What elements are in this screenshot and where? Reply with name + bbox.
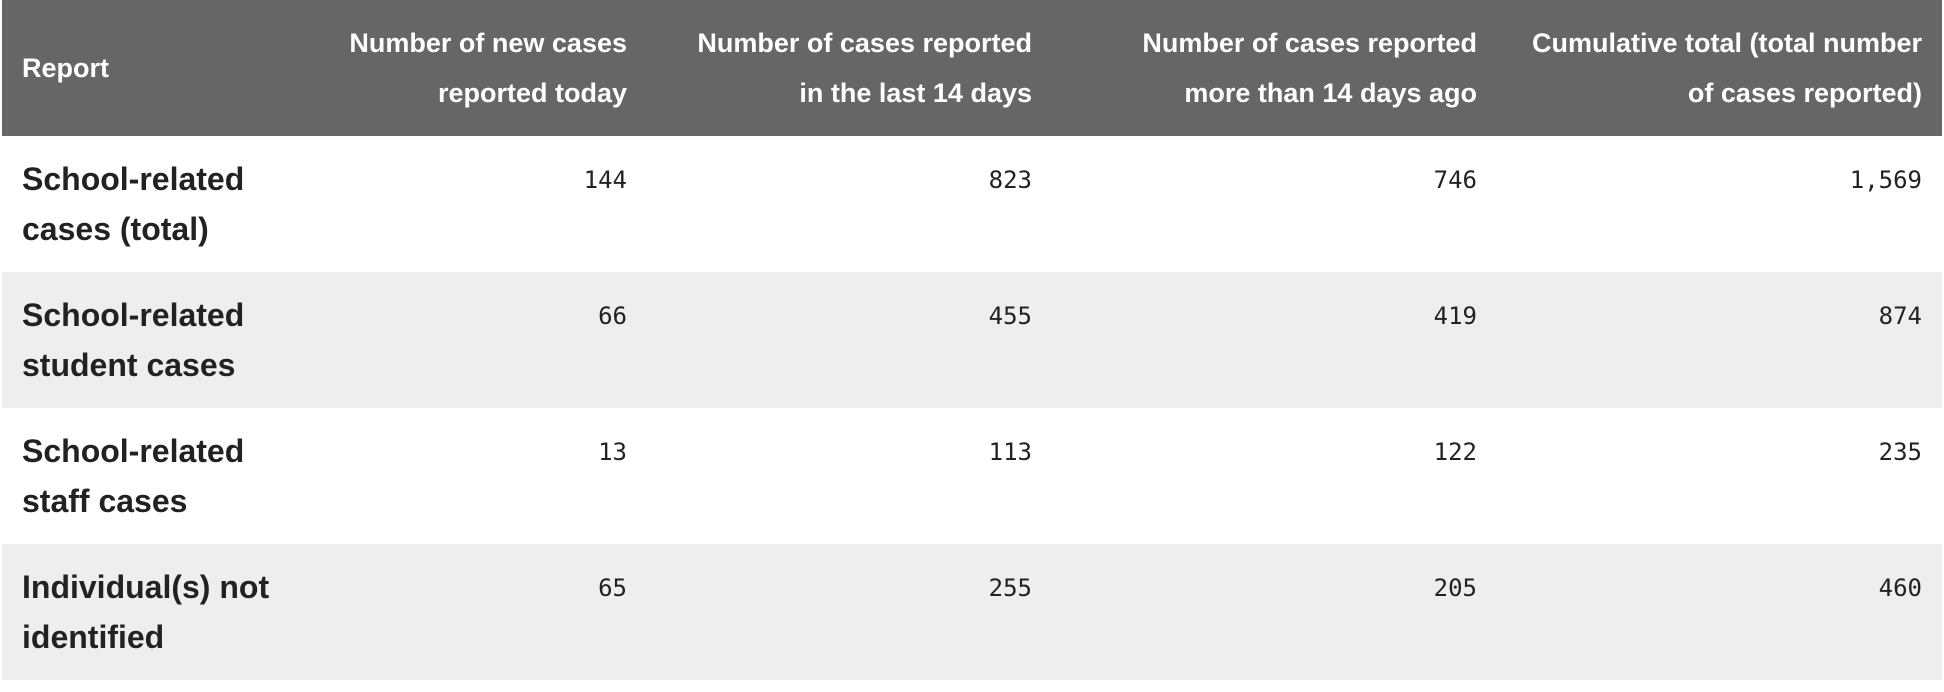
cell-more-than-14-days: 205 bbox=[1433, 574, 1477, 602]
header-report: Report bbox=[22, 53, 109, 83]
cell-more-than-14-days: 419 bbox=[1433, 302, 1477, 330]
row-label: School-related staff cases bbox=[22, 433, 245, 519]
table-row: Individual(s) not identified 65 255 205 … bbox=[2, 544, 1942, 680]
table-row: School-related staff cases 13 113 122 23… bbox=[2, 408, 1942, 544]
cell-last-14-days: 113 bbox=[988, 438, 1032, 466]
header-cumulative-total: Cumulative total (total number of cases … bbox=[1531, 28, 1922, 108]
header-row: Report Number of new cases reported toda… bbox=[2, 0, 1942, 136]
cell-last-14-days: 255 bbox=[988, 574, 1032, 602]
row-label: Individual(s) not identified bbox=[22, 569, 270, 655]
table-row: School-related cases (total) 144 823 746… bbox=[2, 136, 1942, 272]
cell-last-14-days: 823 bbox=[988, 166, 1032, 194]
row-label: School-related student cases bbox=[22, 297, 245, 383]
cell-cumulative-total: 235 bbox=[1878, 438, 1922, 466]
table-body: School-related cases (total) 144 823 746… bbox=[2, 136, 1942, 680]
header-new-cases-today: Number of new cases reported today bbox=[349, 28, 627, 108]
cell-last-14-days: 455 bbox=[988, 302, 1032, 330]
cell-new-today: 144 bbox=[583, 166, 627, 194]
cell-more-than-14-days: 122 bbox=[1433, 438, 1477, 466]
header-cases-last-14-days: Number of cases reported in the last 14 … bbox=[697, 28, 1032, 108]
cell-new-today: 65 bbox=[598, 574, 627, 602]
cell-cumulative-total: 874 bbox=[1878, 302, 1922, 330]
cell-more-than-14-days: 746 bbox=[1433, 166, 1477, 194]
cell-new-today: 66 bbox=[598, 302, 627, 330]
header-cases-more-than-14-days: Number of cases reported more than 14 da… bbox=[1142, 28, 1477, 108]
cell-new-today: 13 bbox=[598, 438, 627, 466]
cell-cumulative-total: 460 bbox=[1878, 574, 1922, 602]
row-label: School-related cases (total) bbox=[22, 161, 245, 247]
cell-cumulative-total: 1,569 bbox=[1849, 166, 1922, 194]
table-row: School-related student cases 66 455 419 … bbox=[2, 272, 1942, 408]
table-header: Report Number of new cases reported toda… bbox=[2, 0, 1942, 136]
